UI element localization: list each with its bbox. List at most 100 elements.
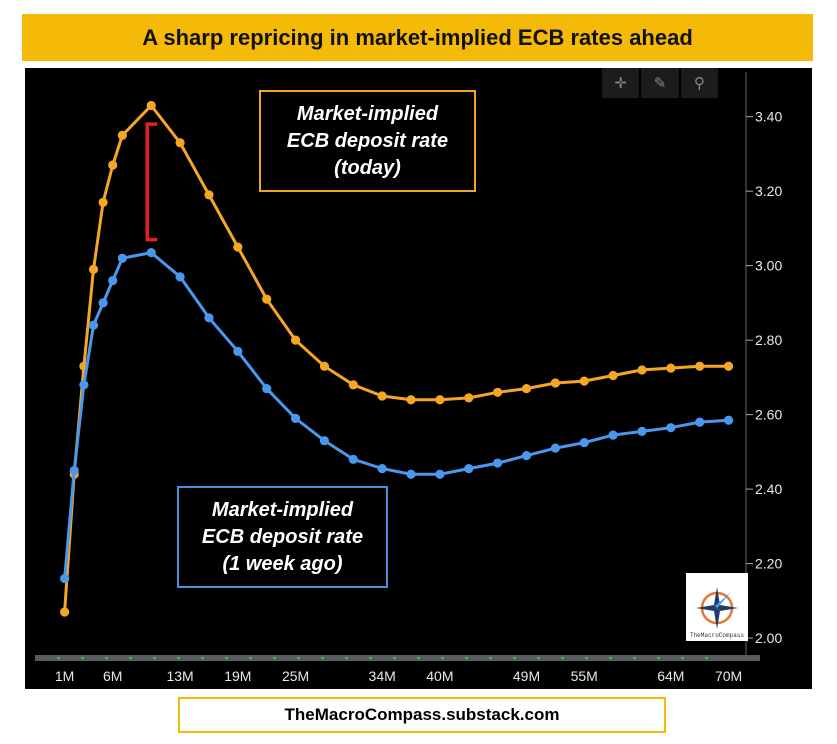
data-point-today-8 — [175, 138, 185, 148]
data-point-today-21 — [550, 378, 560, 388]
y-tick-label-2: 2.40 — [755, 481, 782, 497]
x-scroll-tick-13 — [369, 657, 372, 659]
x-scroll-tick-7 — [225, 657, 228, 659]
chart-title: A sharp repricing in market-implied ECB … — [22, 14, 813, 61]
x-tick-label-4: 25M — [282, 668, 309, 684]
data-point-week_ago-2 — [79, 380, 89, 390]
y-tick-label-1: 2.20 — [755, 556, 782, 572]
x-scroll-tick-9 — [273, 657, 276, 659]
zoom-icon[interactable]: ⚲ — [680, 68, 718, 98]
x-scroll-tick-3 — [129, 657, 132, 659]
data-point-week_ago-4 — [98, 298, 108, 308]
data-point-today-12 — [290, 335, 301, 345]
data-point-today-10 — [233, 242, 243, 252]
data-point-week_ago-23 — [608, 430, 618, 440]
x-tick-label-6: 40M — [426, 668, 453, 684]
x-scroll-tick-12 — [345, 657, 348, 659]
chart-toolbar: ✛ ✎ ⚲ — [602, 68, 720, 98]
series-line-week_ago — [63, 250, 729, 579]
footer-link[interactable]: TheMacroCompass.substack.com — [178, 697, 666, 733]
data-point-week_ago-15 — [377, 464, 387, 474]
x-scroll-tick-4 — [153, 657, 156, 659]
y-tick-label-0: 2.00 — [755, 630, 782, 646]
x-tick-label-8: 55M — [571, 668, 598, 684]
data-point-today-5 — [108, 160, 118, 170]
data-point-today-13 — [319, 361, 330, 371]
data-point-week_ago-9 — [204, 313, 214, 323]
y-tick-label-6: 3.20 — [755, 183, 782, 199]
data-point-today-6 — [117, 130, 127, 140]
data-point-week_ago-11 — [262, 383, 272, 394]
data-point-today-26 — [695, 361, 705, 371]
data-point-week_ago-27 — [723, 415, 734, 425]
x-scroll-tick-14 — [393, 657, 396, 659]
data-point-week_ago-17 — [435, 469, 445, 479]
data-point-today-23 — [608, 370, 618, 381]
data-point-week_ago-7 — [146, 248, 156, 258]
data-point-today-17 — [435, 395, 445, 405]
x-scroll-tick-16 — [441, 657, 444, 659]
data-point-week_ago-14 — [348, 454, 358, 464]
x-scroll-tick-15 — [417, 657, 420, 659]
data-point-week_ago-22 — [579, 437, 589, 448]
data-point-today-15 — [377, 391, 387, 401]
x-scroll-tick-8 — [249, 657, 252, 659]
x-tick-label-0: 1M — [55, 668, 74, 684]
x-tick-label-7: 49M — [513, 668, 540, 684]
data-point-week_ago-19 — [493, 458, 503, 468]
y-tick-label-7: 3.40 — [755, 109, 782, 125]
data-point-week_ago-18 — [464, 464, 474, 474]
x-tick-label-3: 19M — [224, 668, 251, 684]
y-tick-label-5: 3.00 — [755, 258, 782, 274]
data-point-week_ago-21 — [550, 443, 560, 453]
difference-bracket — [145, 122, 158, 242]
x-scroll-tick-27 — [705, 657, 708, 659]
data-point-today-14 — [348, 380, 358, 390]
x-tick-label-1: 6M — [103, 668, 122, 684]
data-point-week_ago-16 — [406, 469, 416, 479]
logo: TheMacroCompass — [686, 573, 748, 641]
data-point-today-19 — [493, 387, 503, 397]
crosshair-icon[interactable]: ✛ — [602, 68, 640, 98]
data-point-week_ago-24 — [637, 426, 647, 437]
x-scroll-tick-19 — [513, 657, 516, 659]
x-scroll-tick-21 — [561, 657, 564, 659]
x-scroll-tick-10 — [297, 657, 300, 659]
data-point-week_ago-25 — [666, 423, 676, 433]
data-point-week_ago-20 — [521, 451, 532, 461]
data-point-today-9 — [204, 190, 214, 200]
annotation-today: Market-implied ECB deposit rate (today) — [259, 90, 476, 192]
chart-panel: 2.00 2.20 2.40 2.60 2.80 3.00 3.20 3.40 1M 6M 13M 1… — [25, 68, 812, 689]
x-scrollbar — [35, 655, 760, 661]
x-scroll-tick-20 — [537, 657, 540, 659]
data-point-week_ago-12 — [290, 413, 301, 423]
x-scroll-tick-17 — [465, 657, 468, 659]
data-point-today-22 — [579, 376, 589, 386]
data-point-week_ago-0 — [60, 573, 70, 584]
data-point-today-4 — [98, 197, 108, 207]
data-point-today-0 — [60, 607, 70, 617]
y-tick-label-4: 2.80 — [755, 332, 782, 348]
data-point-today-16 — [406, 395, 416, 405]
data-point-week_ago-1 — [69, 465, 79, 476]
data-point-week_ago-13 — [319, 436, 330, 446]
annotation-week-ago: Market-implied ECB deposit rate (1 week … — [177, 486, 388, 588]
x-scroll-tick-0 — [57, 657, 60, 659]
data-point-today-27 — [723, 361, 734, 371]
x-scroll-tick-6 — [201, 657, 204, 659]
series-line-today — [63, 103, 729, 613]
logo-text: TheMacroCompass — [689, 632, 744, 639]
x-scroll-tick-5 — [177, 657, 180, 659]
x-scroll-tick-25 — [657, 657, 660, 659]
data-point-week_ago-6 — [117, 253, 127, 263]
data-point-week_ago-3 — [88, 320, 99, 330]
line-chart: 2.00 2.20 2.40 2.60 2.80 3.00 3.20 3.40 1M 6M 13M 1… — [35, 72, 782, 684]
data-point-today-18 — [464, 393, 474, 403]
x-tick-label-10: 70M — [715, 668, 742, 684]
x-scroll-tick-18 — [489, 657, 492, 659]
x-scroll-tick-1 — [81, 657, 84, 659]
x-tick-label-9: 64M — [657, 668, 684, 684]
x-scroll-tick-24 — [633, 657, 636, 659]
compass-icon — [696, 587, 738, 629]
pen-icon[interactable]: ✎ — [641, 68, 679, 98]
